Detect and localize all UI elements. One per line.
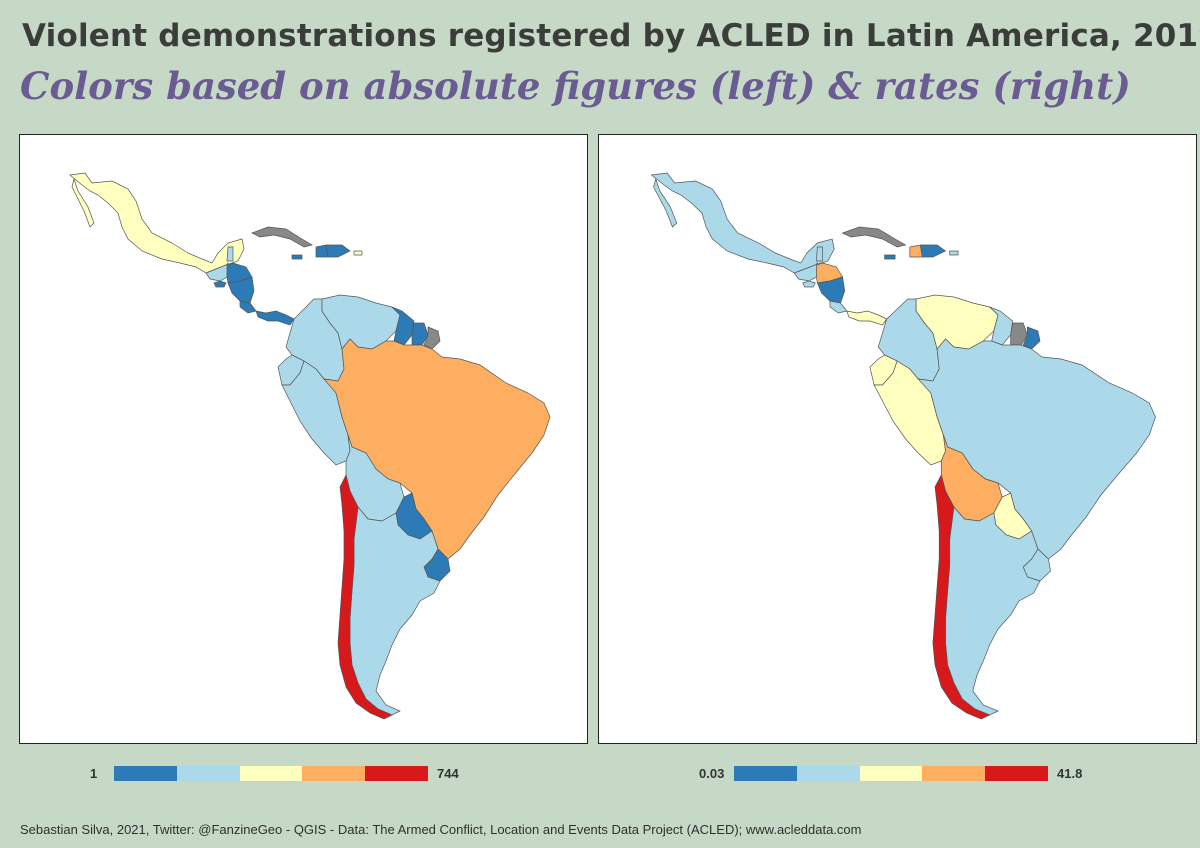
map-panel-rates	[598, 134, 1197, 744]
country-jamaica	[885, 255, 896, 259]
legend-rates-bar	[734, 766, 1048, 781]
country-nicaragua	[817, 277, 844, 303]
country-cuba	[843, 227, 906, 247]
map-title: Violent demonstrations registered by ACL…	[22, 18, 1200, 54]
map-rates-countries	[652, 173, 1156, 719]
legend-absolute: 1 744	[80, 766, 480, 782]
country-panama	[847, 311, 887, 325]
map-rates	[599, 135, 1198, 745]
country-argentina	[946, 507, 1041, 715]
map-absolute-countries	[70, 173, 550, 719]
country-argentina	[350, 507, 440, 715]
legend-absolute-class-3	[239, 766, 303, 781]
legend-rates-max: 41.8	[1057, 766, 1083, 781]
country-dominican-republic	[326, 245, 350, 257]
country-nicaragua	[228, 277, 254, 303]
legend-absolute-max: 744	[437, 766, 459, 781]
map-panel-absolute	[19, 134, 588, 744]
legend-rates-class-4	[922, 766, 986, 781]
country-cuba	[252, 227, 312, 247]
country-costa-rica	[830, 301, 847, 313]
legend-rates-min: 0.03	[699, 766, 725, 781]
legend-absolute-bar	[114, 766, 428, 781]
legend-absolute-class-1	[114, 766, 177, 781]
legend-absolute-class-5	[365, 766, 428, 781]
map-absolute	[20, 135, 589, 745]
legend-rates-class-3	[859, 766, 923, 781]
legend-rates-class-1	[734, 766, 797, 781]
country-el-salvador	[214, 281, 226, 287]
country-mexico	[652, 173, 835, 273]
legend-absolute-class-2	[176, 766, 240, 781]
legend-absolute-min: 1	[90, 766, 98, 781]
country-dominican-republic	[920, 245, 945, 257]
country-jamaica	[292, 255, 302, 259]
country-puerto-rico	[950, 251, 958, 255]
map-subtitle: Colors based on absolute figures (left) …	[20, 64, 1131, 108]
legend-absolute-class-4	[302, 766, 366, 781]
legend-rates-class-2	[796, 766, 860, 781]
country-el-salvador	[803, 281, 816, 287]
country-chile	[338, 475, 392, 719]
country-puerto-rico	[354, 251, 362, 255]
country-belize	[816, 247, 822, 261]
country-chile	[933, 475, 990, 719]
country-belize	[227, 247, 233, 261]
country-mexico	[70, 173, 244, 273]
legend-rates: 0.03 41.8	[690, 766, 1110, 782]
country-costa-rica	[240, 301, 256, 313]
country-panama	[256, 311, 294, 325]
legend-rates-class-5	[985, 766, 1048, 781]
credit-line: Sebastian Silva, 2021, Twitter: @Fanzine…	[20, 822, 862, 837]
